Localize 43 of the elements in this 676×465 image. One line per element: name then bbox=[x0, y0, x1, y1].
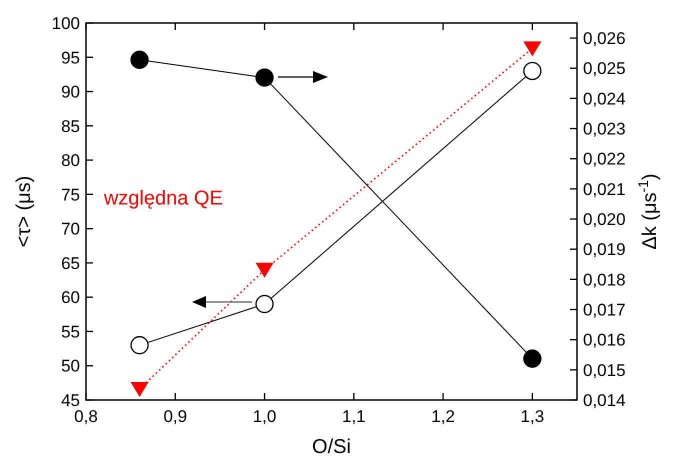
y-tick-label: 65 bbox=[61, 254, 80, 273]
x-tick-label: 0,9 bbox=[163, 407, 188, 426]
point bbox=[523, 350, 542, 368]
y2-tick-label: 0,023 bbox=[583, 120, 626, 139]
point bbox=[256, 262, 274, 278]
y-tick-label: 80 bbox=[61, 151, 80, 170]
point bbox=[255, 68, 274, 87]
y-tick-label: 45 bbox=[61, 391, 80, 410]
y-tick-label: 85 bbox=[61, 116, 80, 136]
y2-tick-label: 0,025 bbox=[583, 59, 626, 78]
y2-tick-label: 0,020 bbox=[583, 210, 626, 230]
y2-tick-label: 0,022 bbox=[583, 150, 626, 169]
y-tick-label: 90 bbox=[61, 82, 80, 102]
point bbox=[523, 62, 542, 80]
y2-tick-label: 0,026 bbox=[583, 29, 626, 48]
y2-tick-label: 0,018 bbox=[583, 270, 626, 290]
x-tick-label: 1,1 bbox=[342, 407, 366, 426]
point bbox=[130, 50, 149, 69]
y-tick-label: 75 bbox=[61, 185, 80, 204]
point bbox=[130, 382, 149, 398]
point bbox=[523, 41, 542, 56]
x-tick-label: 1,0 bbox=[252, 407, 276, 426]
point bbox=[130, 336, 149, 354]
y2-tick-label: 0,017 bbox=[583, 300, 626, 320]
y-tick-label: 50 bbox=[61, 356, 80, 376]
point bbox=[255, 294, 274, 314]
y-axis-title: <τ> (μs) bbox=[13, 176, 35, 248]
y2-tick-label: 0,014 bbox=[583, 391, 626, 410]
y-tick-label: 55 bbox=[61, 322, 80, 342]
y2-tick-label: 0,015 bbox=[583, 360, 626, 380]
y-tick-label: 95 bbox=[61, 48, 80, 68]
y-tick-label: 100 bbox=[52, 14, 80, 33]
x-tick-label: 1,3 bbox=[520, 407, 544, 426]
y-tick-label: 60 bbox=[61, 288, 80, 308]
y2-tick-label: 0,016 bbox=[583, 330, 626, 350]
y2-tick-label: 0,024 bbox=[583, 89, 626, 108]
text: względna QE bbox=[102, 188, 223, 210]
x-tick-label: 0,8 bbox=[74, 407, 98, 426]
y2-tick-label: 0,021 bbox=[583, 180, 626, 199]
x-tick-label: 1,2 bbox=[431, 407, 455, 426]
y-tick-label: 70 bbox=[61, 220, 80, 239]
x-axis-title: O/Si bbox=[312, 436, 351, 458]
y2-tick-label: 0,019 bbox=[583, 240, 626, 260]
